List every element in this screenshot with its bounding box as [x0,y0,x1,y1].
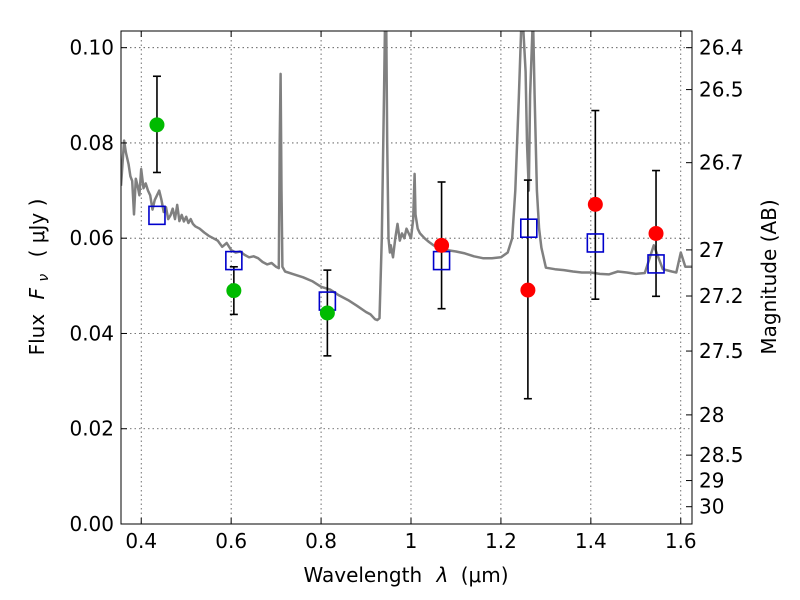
x-tick-label: 0.6 [215,529,247,553]
grid [121,31,692,525]
x-tick-label: 1.6 [665,529,697,553]
plot-frame [120,30,693,525]
mag-tick-label: 29 [699,469,724,493]
optical-point [319,305,335,321]
y-axis-label-main: Flux [25,314,49,356]
model-point [647,254,665,274]
x-tick-label: 1.4 [575,529,607,553]
mag-tick-label: 26.4 [699,36,744,60]
points-layer [148,75,665,400]
spectrum-line [121,31,692,322]
optical-point [226,283,242,299]
y-tick-label: 0.00 [69,512,114,536]
y-tick-label: 0.08 [69,131,114,155]
x-axis-label-symbol: λ [436,563,449,587]
ticks-layer: 0.4 0.6 0.8 1 1.2 1.4 1.6 0.00 0.02 0.04 0.06 0.08 0… [69,31,744,553]
model-point [148,205,166,226]
y-tick-label: 0.06 [69,226,114,250]
spectrum-layer [121,31,692,322]
x-axis-label-main: Wavelength [303,563,422,587]
mag-tick-label: 28 [699,403,724,427]
nir-point [648,225,664,241]
model-point [519,218,538,238]
model-point [225,250,243,271]
mag-tick-label: 26.7 [699,151,744,175]
x-tick-label: 0.4 [125,529,157,553]
y-tick-label: 0.10 [69,36,114,60]
nir-point [434,237,450,253]
mag-tick-label: 27.5 [699,339,744,363]
mag-tick-label: 26.5 [699,78,744,102]
optical-point [149,117,165,133]
mag-tick-label: 27.2 [699,284,744,308]
y-tick-label: 0.02 [69,417,114,441]
y2-axis-label: Magnitude (AB) [757,199,781,354]
x-tick-label: 1.2 [485,529,517,553]
mag-tick-label: 27 [699,238,724,262]
model-point [586,233,605,253]
x-tick-label: 1 [405,529,418,553]
nir-point [520,282,536,298]
y-axis-label-unit: ( μJy ) [25,199,49,258]
y-axis-label-sub: ν [36,274,52,282]
x-tick-label: 0.8 [305,529,337,553]
y-axis-label-symbol: F [25,287,49,299]
x-axis-label-unit: (μm) [461,563,509,587]
y-tick-label: 0.04 [69,321,114,345]
mag-tick-label: 28.5 [699,443,744,467]
nir-point [587,196,603,212]
x-axis-label: Wavelength λ (μm) [303,563,508,587]
mag-tick-label: 30 [699,495,724,519]
y-axis-label: Flux F ν ( μJy ) [25,199,53,356]
